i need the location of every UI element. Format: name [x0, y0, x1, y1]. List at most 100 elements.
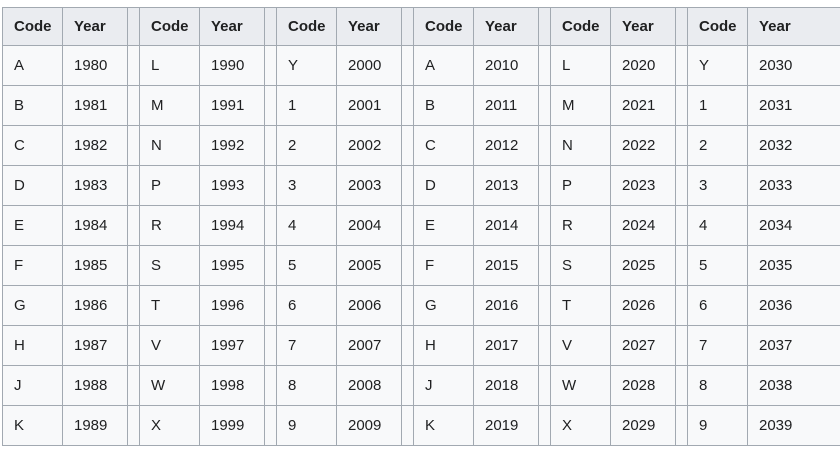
year-header: Year [62, 7, 128, 46]
spacer-cell [264, 245, 277, 286]
year-cell: 2026 [610, 285, 676, 326]
table-row: H 1987 V 1997 7 2007 H 2017 V 2027 7 2037 [2, 325, 840, 366]
code-cell: B [413, 85, 474, 126]
code-cell: L [550, 45, 611, 86]
year-cell: 2028 [610, 365, 676, 406]
code-header: Code [276, 7, 337, 46]
year-cell: 2016 [473, 285, 539, 326]
header-row: Code Year Code Year Code Year Code Year Code Year… [2, 7, 840, 46]
year-header: Year [610, 7, 676, 46]
spacer-cell [675, 325, 688, 366]
spacer-cell [675, 45, 688, 86]
year-cell: 2024 [610, 205, 676, 246]
code-cell: V [139, 325, 200, 366]
spacer-cell [401, 205, 414, 246]
year-cell: 2020 [610, 45, 676, 86]
year-cell: 2004 [336, 205, 402, 246]
year-cell: 2019 [473, 405, 539, 446]
year-cell: 2032 [747, 125, 840, 166]
year-cell: 2006 [336, 285, 402, 326]
year-cell: 2009 [336, 405, 402, 446]
spacer-cell [538, 285, 551, 326]
code-cell: 7 [276, 325, 337, 366]
spacer-header [401, 7, 414, 46]
code-cell: 8 [276, 365, 337, 406]
code-cell: 9 [276, 405, 337, 446]
year-cell: 2023 [610, 165, 676, 206]
spacer-cell [127, 205, 140, 246]
spacer-header [538, 7, 551, 46]
code-cell: G [413, 285, 474, 326]
year-cell: 2027 [610, 325, 676, 366]
spacer-cell [538, 205, 551, 246]
year-cell: 1991 [199, 85, 265, 126]
spacer-cell [264, 45, 277, 86]
year-cell: 2014 [473, 205, 539, 246]
year-cell: 1988 [62, 365, 128, 406]
table-row: A 1980 L 1990 Y 2000 A 2010 L 2020 Y 2030 [2, 45, 840, 86]
year-cell: 1986 [62, 285, 128, 326]
table-header: Code Year Code Year Code Year Code Year Code Year… [2, 7, 840, 46]
spacer-cell [264, 165, 277, 206]
spacer-cell [538, 245, 551, 286]
code-cell: S [139, 245, 200, 286]
year-cell: 2015 [473, 245, 539, 286]
year-cell: 1996 [199, 285, 265, 326]
year-cell: 2018 [473, 365, 539, 406]
code-cell: J [2, 365, 63, 406]
model-year-code-table: Code Year Code Year Code Year Code Year Code Year… [2, 7, 840, 446]
code-cell: G [2, 285, 63, 326]
spacer-cell [538, 165, 551, 206]
year-cell: 1994 [199, 205, 265, 246]
code-cell: K [2, 405, 63, 446]
code-cell: 5 [276, 245, 337, 286]
year-cell: 2013 [473, 165, 539, 206]
spacer-cell [127, 405, 140, 446]
spacer-cell [675, 365, 688, 406]
year-header: Year [199, 7, 265, 46]
spacer-cell [538, 45, 551, 86]
year-cell: 2005 [336, 245, 402, 286]
code-header: Code [139, 7, 200, 46]
spacer-cell [538, 325, 551, 366]
code-cell: A [2, 45, 63, 86]
year-cell: 2033 [747, 165, 840, 206]
code-cell: H [2, 325, 63, 366]
code-cell: H [413, 325, 474, 366]
code-cell: F [2, 245, 63, 286]
spacer-cell [127, 285, 140, 326]
code-cell: E [413, 205, 474, 246]
code-cell: E [2, 205, 63, 246]
year-cell: 1981 [62, 85, 128, 126]
code-cell: N [550, 125, 611, 166]
spacer-cell [538, 365, 551, 406]
year-cell: 2011 [473, 85, 539, 126]
year-cell: 2036 [747, 285, 840, 326]
spacer-cell [264, 365, 277, 406]
spacer-header [264, 7, 277, 46]
code-cell: 2 [276, 125, 337, 166]
year-cell: 1995 [199, 245, 265, 286]
code-cell: J [413, 365, 474, 406]
code-cell: C [2, 125, 63, 166]
code-cell: 9 [687, 405, 748, 446]
spacer-cell [127, 165, 140, 206]
year-cell: 1987 [62, 325, 128, 366]
spacer-cell [127, 365, 140, 406]
spacer-cell [675, 165, 688, 206]
year-cell: 2038 [747, 365, 840, 406]
spacer-cell [127, 245, 140, 286]
table-row: F 1985 S 1995 5 2005 F 2015 S 2025 5 2035 [2, 245, 840, 286]
spacer-cell [264, 205, 277, 246]
spacer-cell [264, 125, 277, 166]
code-cell: D [2, 165, 63, 206]
year-cell: 2001 [336, 85, 402, 126]
code-cell: V [550, 325, 611, 366]
year-cell: 2012 [473, 125, 539, 166]
year-cell: 1999 [199, 405, 265, 446]
year-header: Year [747, 7, 840, 46]
year-cell: 2035 [747, 245, 840, 286]
code-cell: 4 [276, 205, 337, 246]
code-cell: Y [276, 45, 337, 86]
code-cell: 6 [276, 285, 337, 326]
